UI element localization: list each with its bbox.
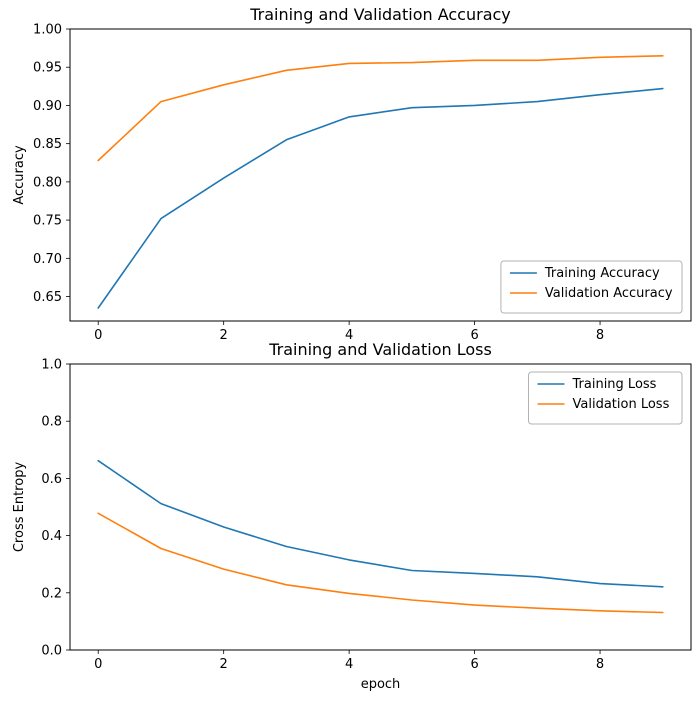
x-tick-label: 4	[345, 657, 353, 672]
chart-title: Training and Validation Accuracy	[249, 5, 511, 24]
axes-frame	[69, 28, 692, 322]
y-tick-label: 0.85	[33, 137, 62, 152]
y-axis-label: Accuracy	[12, 145, 27, 205]
legend-label: Training Loss	[572, 377, 657, 392]
y-tick-label: 0.90	[33, 99, 62, 114]
subplot-2: 0.0 0.2 0.4 0.6 0.8 1.0 0 2 4 6 8 Training and Vali…	[12, 340, 692, 692]
y-tick-label: 0.6	[41, 472, 62, 487]
x-tick-label: 2	[220, 328, 228, 343]
legend-label: Training Accuracy	[544, 266, 660, 281]
x-tick-label: 0	[94, 657, 102, 672]
x-tick-label: 2	[220, 657, 228, 672]
y-tick-label: 0.80	[33, 175, 62, 190]
y-axis-label: Cross Entropy	[12, 462, 27, 553]
y-tick-label: 0.75	[33, 214, 62, 229]
line-training-accuracy	[97, 87, 664, 309]
y-tick-label: 1.00	[33, 23, 62, 38]
x-axis-label: epoch	[361, 677, 401, 692]
chart-title: Training and Validation Loss	[268, 340, 492, 359]
x-tick-label: 6	[470, 328, 478, 343]
legend-label: Validation Accuracy	[545, 286, 673, 301]
y-tick-label: 0.2	[41, 586, 62, 601]
x-tick-label: 4	[345, 328, 353, 343]
legend-box	[500, 260, 683, 314]
legend-box	[528, 371, 683, 425]
y-tick-label: 0.70	[33, 252, 62, 267]
x-tick-label: 6	[470, 657, 478, 672]
line-validation-accuracy	[97, 54, 664, 162]
y-tick-label: 0.65	[33, 290, 62, 305]
x-tick-label: 8	[596, 328, 604, 343]
y-tick-label: 0.4	[41, 529, 62, 544]
legend-label: Validation Loss	[573, 397, 670, 412]
line-training-loss	[97, 459, 664, 588]
axes-frame	[69, 363, 692, 651]
y-tick-label: 0.95	[33, 61, 62, 76]
y-tick-label: 0.0	[41, 644, 62, 659]
x-tick-label: 8	[596, 657, 604, 672]
y-tick-label: 0.8	[41, 415, 62, 430]
x-tick-label: 0	[94, 328, 102, 343]
y-tick-label: 1.0	[41, 358, 62, 373]
subplot-1: 0.65 0.70 0.75 0.80 0.85 0.90 0.95 1.00 0 2 4 6 8 Tra…	[12, 5, 692, 343]
line-validation-loss	[97, 512, 664, 614]
